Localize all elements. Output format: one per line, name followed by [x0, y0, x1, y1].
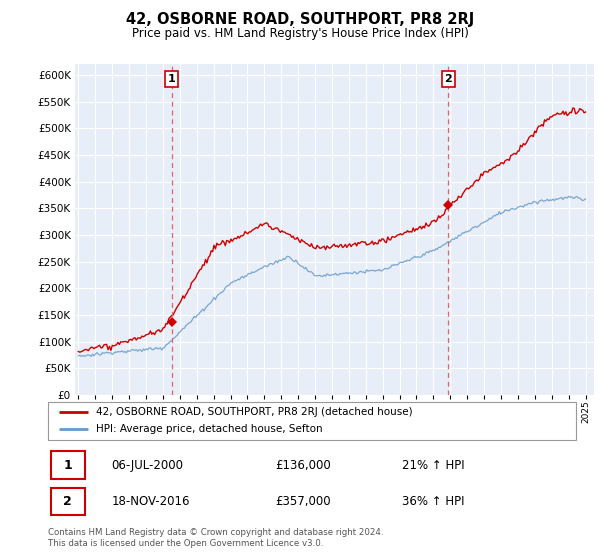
Text: Contains HM Land Registry data © Crown copyright and database right 2024.
This d: Contains HM Land Registry data © Crown c…: [48, 528, 383, 548]
Text: 21% ↑ HPI: 21% ↑ HPI: [402, 459, 464, 472]
FancyBboxPatch shape: [50, 488, 85, 515]
Text: £357,000: £357,000: [275, 495, 331, 508]
Text: 1: 1: [63, 459, 72, 472]
Text: 2: 2: [63, 495, 72, 508]
Text: £136,000: £136,000: [275, 459, 331, 472]
Text: 18-NOV-2016: 18-NOV-2016: [112, 495, 190, 508]
Text: 42, OSBORNE ROAD, SOUTHPORT, PR8 2RJ: 42, OSBORNE ROAD, SOUTHPORT, PR8 2RJ: [126, 12, 474, 27]
Text: 1: 1: [168, 74, 176, 84]
Text: Price paid vs. HM Land Registry's House Price Index (HPI): Price paid vs. HM Land Registry's House …: [131, 27, 469, 40]
Text: 2: 2: [445, 74, 452, 84]
Text: 36% ↑ HPI: 36% ↑ HPI: [402, 495, 464, 508]
Text: HPI: Average price, detached house, Sefton: HPI: Average price, detached house, Seft…: [95, 424, 322, 434]
FancyBboxPatch shape: [48, 402, 576, 440]
Text: 06-JUL-2000: 06-JUL-2000: [112, 459, 184, 472]
Text: 42, OSBORNE ROAD, SOUTHPORT, PR8 2RJ (detached house): 42, OSBORNE ROAD, SOUTHPORT, PR8 2RJ (de…: [95, 407, 412, 417]
FancyBboxPatch shape: [50, 451, 85, 479]
